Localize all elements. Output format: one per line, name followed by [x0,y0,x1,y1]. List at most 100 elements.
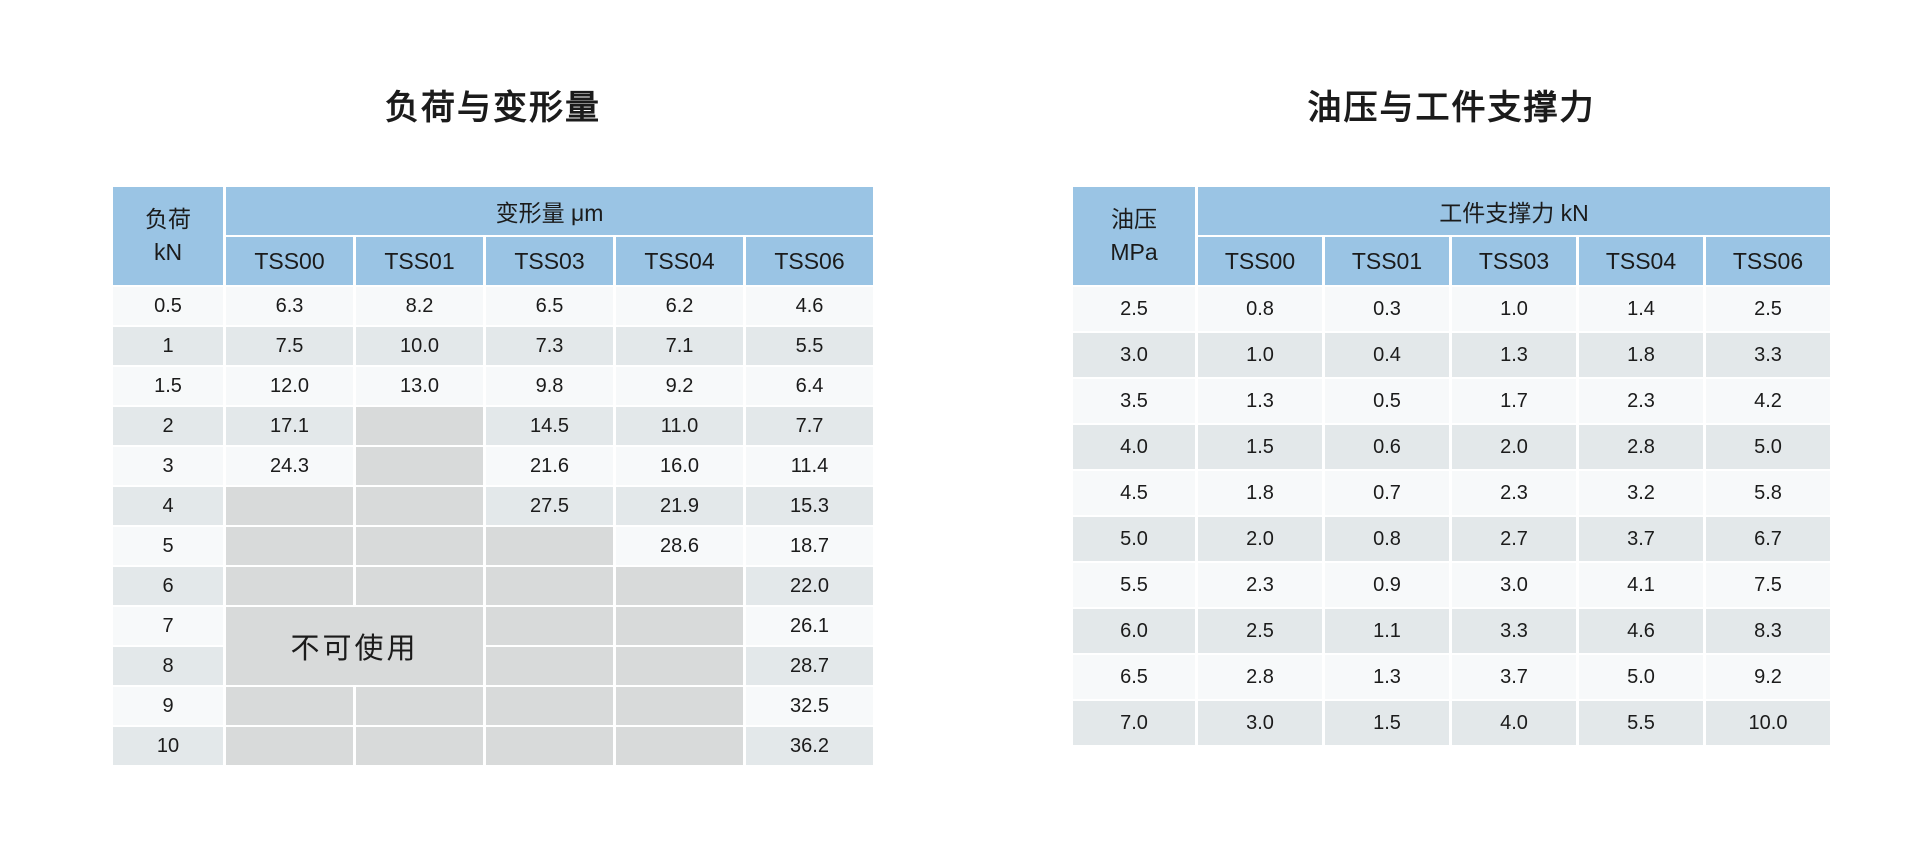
unavailable-cell [486,687,613,725]
value-cell: 6.3 [226,287,353,325]
value-cell: 16.0 [616,447,743,485]
value-cell: 3.3 [1706,333,1830,377]
row-label-cell: 5.0 [1073,517,1195,561]
column-header-row: TSS00 TSS01 TSS03 TSS04 TSS06 [1198,237,1830,285]
group-header-cell: 变形量 μm [226,187,873,235]
value-cell: 0.5 [1325,379,1449,423]
value-cell: 3.2 [1579,471,1703,515]
value-cell: 5.5 [1579,701,1703,745]
value-cell: 1.8 [1579,333,1703,377]
unavailable-cell [616,687,743,725]
row-axis-label: 负荷 [145,205,191,232]
value-cell: 5.0 [1706,425,1830,469]
value-cell: 2.5 [1198,609,1322,653]
value-cell: 32.5 [746,687,873,725]
table-row: 6.5 2.8 1.3 3.7 5.0 9.2 [1073,655,1830,699]
unavailable-cell [226,567,353,605]
unavailable-cell [356,447,483,485]
unusable-overlay-label: 不可使用 [226,607,483,685]
table-row: 5.5 2.3 0.9 3.0 4.1 7.5 [1073,563,1830,607]
value-cell: 8.3 [1706,609,1830,653]
value-cell: 28.7 [746,647,873,685]
table-row: 6.0 2.5 1.1 3.3 4.6 8.3 [1073,609,1830,653]
value-cell: 4.6 [1579,609,1703,653]
value-cell: 0.3 [1325,287,1449,331]
value-cell: 1.7 [1452,379,1576,423]
column-header-cell: TSS03 [1452,237,1576,285]
value-cell: 18.7 [746,527,873,565]
value-cell: 10.0 [1706,701,1830,745]
table-row: 0.5 6.3 8.2 6.5 6.2 4.6 [113,287,873,325]
row-label-cell: 3.5 [1073,379,1195,423]
value-cell: 12.0 [226,367,353,405]
table-row: 3 24.3 21.6 16.0 11.4 [113,447,873,485]
value-cell: 2.7 [1452,517,1576,561]
table-row: 3.0 1.0 0.4 1.3 1.8 3.3 [1073,333,1830,377]
value-cell: 9.8 [486,367,613,405]
value-cell: 9.2 [616,367,743,405]
value-cell: 10.0 [356,327,483,365]
table-body: 2.5 0.8 0.3 1.0 1.4 2.5 3.0 1.0 0.4 1.3 1.8 3.3 3.5 1… [1073,287,1830,745]
row-label-cell: 5 [113,527,223,565]
row-label-cell: 9 [113,687,223,725]
value-cell: 6.2 [616,287,743,325]
value-cell: 17.1 [226,407,353,445]
value-cell: 6.7 [1706,517,1830,561]
unavailable-cell [356,727,483,765]
column-header-group: 变形量 μm TSS00 TSS01 TSS03 TSS04 TSS06 [226,187,873,285]
value-cell: 2.0 [1198,517,1322,561]
table-row: 2 17.1 14.5 11.0 7.7 [113,407,873,445]
unavailable-cell [356,567,483,605]
unavailable-cell [616,647,743,685]
value-cell: 21.6 [486,447,613,485]
unavailable-cell [486,607,613,645]
value-cell: 13.0 [356,367,483,405]
row-label-cell: 3 [113,447,223,485]
value-cell: 5.0 [1579,655,1703,699]
value-cell: 1.0 [1198,333,1322,377]
value-cell: 2.0 [1452,425,1576,469]
value-cell: 21.9 [616,487,743,525]
value-cell: 7.5 [1706,563,1830,607]
column-header-cell: TSS04 [616,237,743,285]
value-cell: 2.3 [1198,563,1322,607]
table-row: 10 36.2 [113,727,873,765]
value-cell: 6.5 [486,287,613,325]
value-cell: 7.7 [746,407,873,445]
unavailable-cell [486,727,613,765]
row-label-cell: 6 [113,567,223,605]
table-row: 9 32.5 [113,687,873,725]
unavailable-cell [356,687,483,725]
column-header-cell: TSS01 [356,237,483,285]
unavailable-cell [226,687,353,725]
value-cell: 4.1 [1579,563,1703,607]
row-label-cell: 6.0 [1073,609,1195,653]
unavailable-cell [616,727,743,765]
value-cell: 3.3 [1452,609,1576,653]
table-row: 6 22.0 [113,567,873,605]
value-cell: 1.0 [1452,287,1576,331]
unavailable-cell [356,527,483,565]
table-row: 4.0 1.5 0.6 2.0 2.8 5.0 [1073,425,1830,469]
value-cell: 1.3 [1198,379,1322,423]
unavailable-cell [616,607,743,645]
value-cell: 2.3 [1452,471,1576,515]
column-header-row: TSS00 TSS01 TSS03 TSS04 TSS06 [226,237,873,285]
column-header-cell: TSS00 [226,237,353,285]
column-header-cell: TSS06 [1706,237,1830,285]
table-row: 3.5 1.3 0.5 1.7 2.3 4.2 [1073,379,1830,423]
table-row: 1.5 12.0 13.0 9.8 9.2 6.4 [113,367,873,405]
value-cell: 0.4 [1325,333,1449,377]
row-label-cell: 7 [113,607,223,645]
table-row: 5 28.6 18.7 [113,527,873,565]
value-cell: 0.9 [1325,563,1449,607]
value-cell: 0.7 [1325,471,1449,515]
value-cell: 22.0 [746,567,873,605]
right-table-title: 油压与工件支撑力 [1307,89,1596,127]
value-cell: 8.2 [356,287,483,325]
left-table-title: 负荷与变形量 [385,89,601,127]
value-cell: 1.5 [1325,701,1449,745]
value-cell: 4.2 [1706,379,1830,423]
unavailable-cell [486,567,613,605]
unavailable-cell [226,527,353,565]
